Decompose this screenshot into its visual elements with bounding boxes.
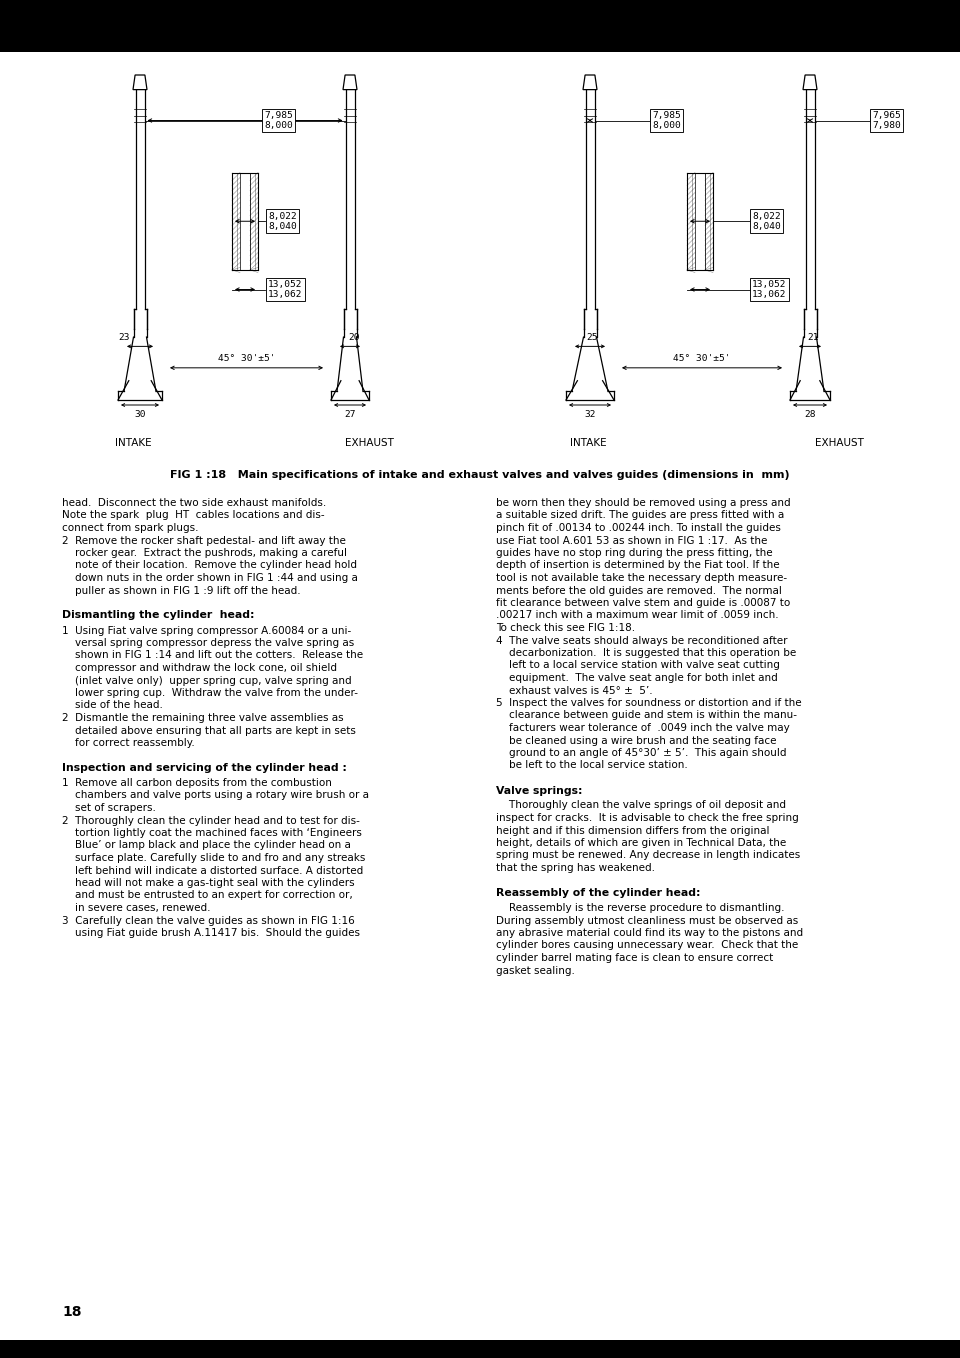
Text: During assembly utmost cleanliness must be observed as: During assembly utmost cleanliness must … [496, 915, 799, 926]
Polygon shape [133, 75, 147, 90]
Text: ments before the old guides are removed.  The normal: ments before the old guides are removed.… [496, 585, 781, 596]
Polygon shape [583, 75, 597, 90]
Text: Blue’ or lamp black and place the cylinder head on a: Blue’ or lamp black and place the cylind… [62, 841, 350, 850]
Text: cylinder bores causing unnecessary wear.  Check that the: cylinder bores causing unnecessary wear.… [496, 941, 799, 951]
Text: 7,965
7,980: 7,965 7,980 [872, 111, 900, 130]
Text: height and if this dimension differs from the original: height and if this dimension differs fro… [496, 826, 770, 835]
Text: head.  Disconnect the two side exhaust manifolds.: head. Disconnect the two side exhaust ma… [62, 498, 326, 508]
Text: detailed above ensuring that all parts are kept in sets: detailed above ensuring that all parts a… [62, 725, 356, 736]
Text: pinch fit of .00134 to .00244 inch. To install the guides: pinch fit of .00134 to .00244 inch. To i… [496, 523, 780, 532]
Text: lower spring cup.  Withdraw the valve from the under-: lower spring cup. Withdraw the valve fro… [62, 689, 358, 698]
Text: head will not make a gas-tight seal with the cylinders: head will not make a gas-tight seal with… [62, 879, 354, 888]
Bar [0, 0, 960, 52]
Text: 25: 25 [587, 333, 598, 342]
Text: 28: 28 [804, 410, 816, 420]
Text: tool is not available take the necessary depth measure-: tool is not available take the necessary… [496, 573, 787, 583]
Text: FIG 1 :18   Main specifications of intake and exhaust valves and valves guides (: FIG 1 :18 Main specifications of intake … [170, 470, 790, 479]
Text: down nuts in the order shown in FIG 1 :44 and using a: down nuts in the order shown in FIG 1 :4… [62, 573, 358, 583]
Text: side of the head.: side of the head. [62, 701, 163, 710]
Text: INTAKE: INTAKE [570, 439, 607, 448]
Text: Note the spark  plug  HT  cables locations and dis-: Note the spark plug HT cables locations … [62, 511, 324, 520]
Text: that the spring has weakened.: that the spring has weakened. [496, 862, 655, 873]
Text: inspect for cracks.  It is advisable to check the free spring: inspect for cracks. It is advisable to c… [496, 813, 799, 823]
Text: 13,052
13,062: 13,052 13,062 [752, 280, 786, 299]
Text: use Fiat tool A.601 53 as shown in FIG 1 :17.  As the: use Fiat tool A.601 53 as shown in FIG 1… [496, 535, 767, 546]
Text: Reassembly is the reverse procedure to dismantling.: Reassembly is the reverse procedure to d… [496, 903, 784, 913]
Text: 3  Carefully clean the valve guides as shown in FIG 1:16: 3 Carefully clean the valve guides as sh… [62, 915, 355, 926]
Text: a suitable sized drift. The guides are press fitted with a: a suitable sized drift. The guides are p… [496, 511, 784, 520]
Text: INTAKE: INTAKE [115, 439, 152, 448]
Text: gasket sealing.: gasket sealing. [496, 966, 575, 975]
Text: EXHAUST: EXHAUST [815, 439, 864, 448]
Text: .00217 inch with a maximum wear limit of .0059 inch.: .00217 inch with a maximum wear limit of… [496, 611, 779, 621]
Text: and must be entrusted to an expert for correction or,: and must be entrusted to an expert for c… [62, 891, 352, 900]
Text: for correct reassembly.: for correct reassembly. [62, 737, 195, 748]
Text: ground to an angle of 45°30’ ± 5’.  This again should: ground to an angle of 45°30’ ± 5’. This … [496, 748, 786, 758]
Text: 21: 21 [807, 333, 819, 342]
Text: 1  Remove all carbon deposits from the combustion: 1 Remove all carbon deposits from the co… [62, 778, 332, 788]
Text: 20: 20 [348, 333, 360, 342]
Text: 13,052
13,062: 13,052 13,062 [268, 280, 302, 299]
Text: 7,985
8,000: 7,985 8,000 [264, 111, 293, 130]
Polygon shape [803, 75, 817, 90]
Text: 27: 27 [345, 410, 356, 420]
Text: connect from spark plugs.: connect from spark plugs. [62, 523, 199, 532]
Text: left to a local service station with valve seat cutting: left to a local service station with val… [496, 660, 780, 671]
Text: 45° 30'±5': 45° 30'±5' [218, 354, 276, 363]
Text: 4  The valve seats should always be reconditioned after: 4 The valve seats should always be recon… [496, 636, 787, 645]
Text: be worn then they should be removed using a press and: be worn then they should be removed usin… [496, 498, 791, 508]
Text: guides have no stop ring during the press fitting, the: guides have no stop ring during the pres… [496, 549, 773, 558]
Text: facturers wear tolerance of  .0049 inch the valve may: facturers wear tolerance of .0049 inch t… [496, 722, 790, 733]
Text: note of their location.  Remove the cylinder head hold: note of their location. Remove the cylin… [62, 561, 357, 570]
Text: 2  Dismantle the remaining three valve assemblies as: 2 Dismantle the remaining three valve as… [62, 713, 344, 722]
Text: 1  Using Fiat valve spring compressor A.60084 or a uni-: 1 Using Fiat valve spring compressor A.6… [62, 626, 351, 636]
Text: 32: 32 [585, 410, 596, 420]
Text: tortion lightly coat the machined faces with ‘Engineers: tortion lightly coat the machined faces … [62, 828, 362, 838]
Text: be cleaned using a wire brush and the seating face: be cleaned using a wire brush and the se… [496, 736, 777, 746]
Text: carmanualsonline.info: carmanualsonline.info [666, 1340, 774, 1350]
Bar [0, 1340, 960, 1358]
Text: Thoroughly clean the valve springs of oil deposit and: Thoroughly clean the valve springs of oi… [496, 800, 786, 811]
Text: 2  Thoroughly clean the cylinder head and to test for dis-: 2 Thoroughly clean the cylinder head and… [62, 816, 360, 826]
Text: chambers and valve ports using a rotary wire brush or a: chambers and valve ports using a rotary … [62, 790, 369, 800]
Text: 23: 23 [118, 333, 130, 342]
Text: shown in FIG 1 :14 and lift out the cotters.  Release the: shown in FIG 1 :14 and lift out the cott… [62, 650, 363, 660]
Text: spring must be renewed. Any decrease in length indicates: spring must be renewed. Any decrease in … [496, 850, 801, 861]
Text: 7,985
8,000: 7,985 8,000 [652, 111, 681, 130]
Text: versal spring compressor depress the valve spring as: versal spring compressor depress the val… [62, 638, 354, 648]
Text: set of scrapers.: set of scrapers. [62, 803, 156, 813]
Text: puller as shown in FIG 1 :9 lift off the head.: puller as shown in FIG 1 :9 lift off the… [62, 585, 300, 596]
Text: Dismantling the cylinder  head:: Dismantling the cylinder head: [62, 611, 254, 621]
Text: (inlet valve only)  upper spring cup, valve spring and: (inlet valve only) upper spring cup, val… [62, 675, 351, 686]
Text: 8,022
8,040: 8,022 8,040 [752, 212, 780, 231]
Text: To check this see FIG 1:18.: To check this see FIG 1:18. [496, 623, 636, 633]
Text: surface plate. Carefully slide to and fro and any streaks: surface plate. Carefully slide to and fr… [62, 853, 366, 862]
Text: 45° 30'±5': 45° 30'±5' [673, 354, 731, 363]
Text: clearance between guide and stem is within the manu-: clearance between guide and stem is with… [496, 710, 797, 721]
Text: 2  Remove the rocker shaft pedestal- and lift away the: 2 Remove the rocker shaft pedestal- and … [62, 535, 346, 546]
Text: EXHAUST: EXHAUST [345, 439, 394, 448]
Text: rocker gear.  Extract the pushrods, making a careful: rocker gear. Extract the pushrods, makin… [62, 549, 347, 558]
Text: Inspection and servicing of the cylinder head :: Inspection and servicing of the cylinder… [62, 763, 347, 773]
Text: left behind will indicate a distorted surface. A distorted: left behind will indicate a distorted su… [62, 865, 363, 876]
Text: decarbonization.  It is suggested that this operation be: decarbonization. It is suggested that th… [496, 648, 796, 659]
Text: 18: 18 [62, 1305, 82, 1319]
Polygon shape [343, 75, 357, 90]
Text: exhaust valves is 45° ±  5’.: exhaust valves is 45° ± 5’. [496, 686, 653, 695]
Text: be left to the local service station.: be left to the local service station. [496, 760, 687, 770]
Text: fit clearance between valve stem and guide is .00087 to: fit clearance between valve stem and gui… [496, 598, 790, 608]
Text: 8,022
8,040: 8,022 8,040 [268, 212, 297, 231]
Text: Valve springs:: Valve springs: [496, 785, 583, 796]
Text: any abrasive material could find its way to the pistons and: any abrasive material could find its way… [496, 928, 804, 938]
Text: cylinder barrel mating face is clean to ensure correct: cylinder barrel mating face is clean to … [496, 953, 773, 963]
Text: compressor and withdraw the lock cone, oil shield: compressor and withdraw the lock cone, o… [62, 663, 337, 674]
Text: 5  Inspect the valves for soundness or distortion and if the: 5 Inspect the valves for soundness or di… [496, 698, 802, 708]
Text: depth of insertion is determined by the Fiat tool. If the: depth of insertion is determined by the … [496, 561, 780, 570]
Text: in severe cases, renewed.: in severe cases, renewed. [62, 903, 210, 913]
Text: 30: 30 [134, 410, 146, 420]
Text: Reassembly of the cylinder head:: Reassembly of the cylinder head: [496, 888, 701, 898]
Text: equipment.  The valve seat angle for both inlet and: equipment. The valve seat angle for both… [496, 674, 778, 683]
Text: using Fiat guide brush A.11417 bis.  Should the guides: using Fiat guide brush A.11417 bis. Shou… [62, 928, 360, 938]
Text: height, details of which are given in Technical Data, the: height, details of which are given in Te… [496, 838, 786, 847]
